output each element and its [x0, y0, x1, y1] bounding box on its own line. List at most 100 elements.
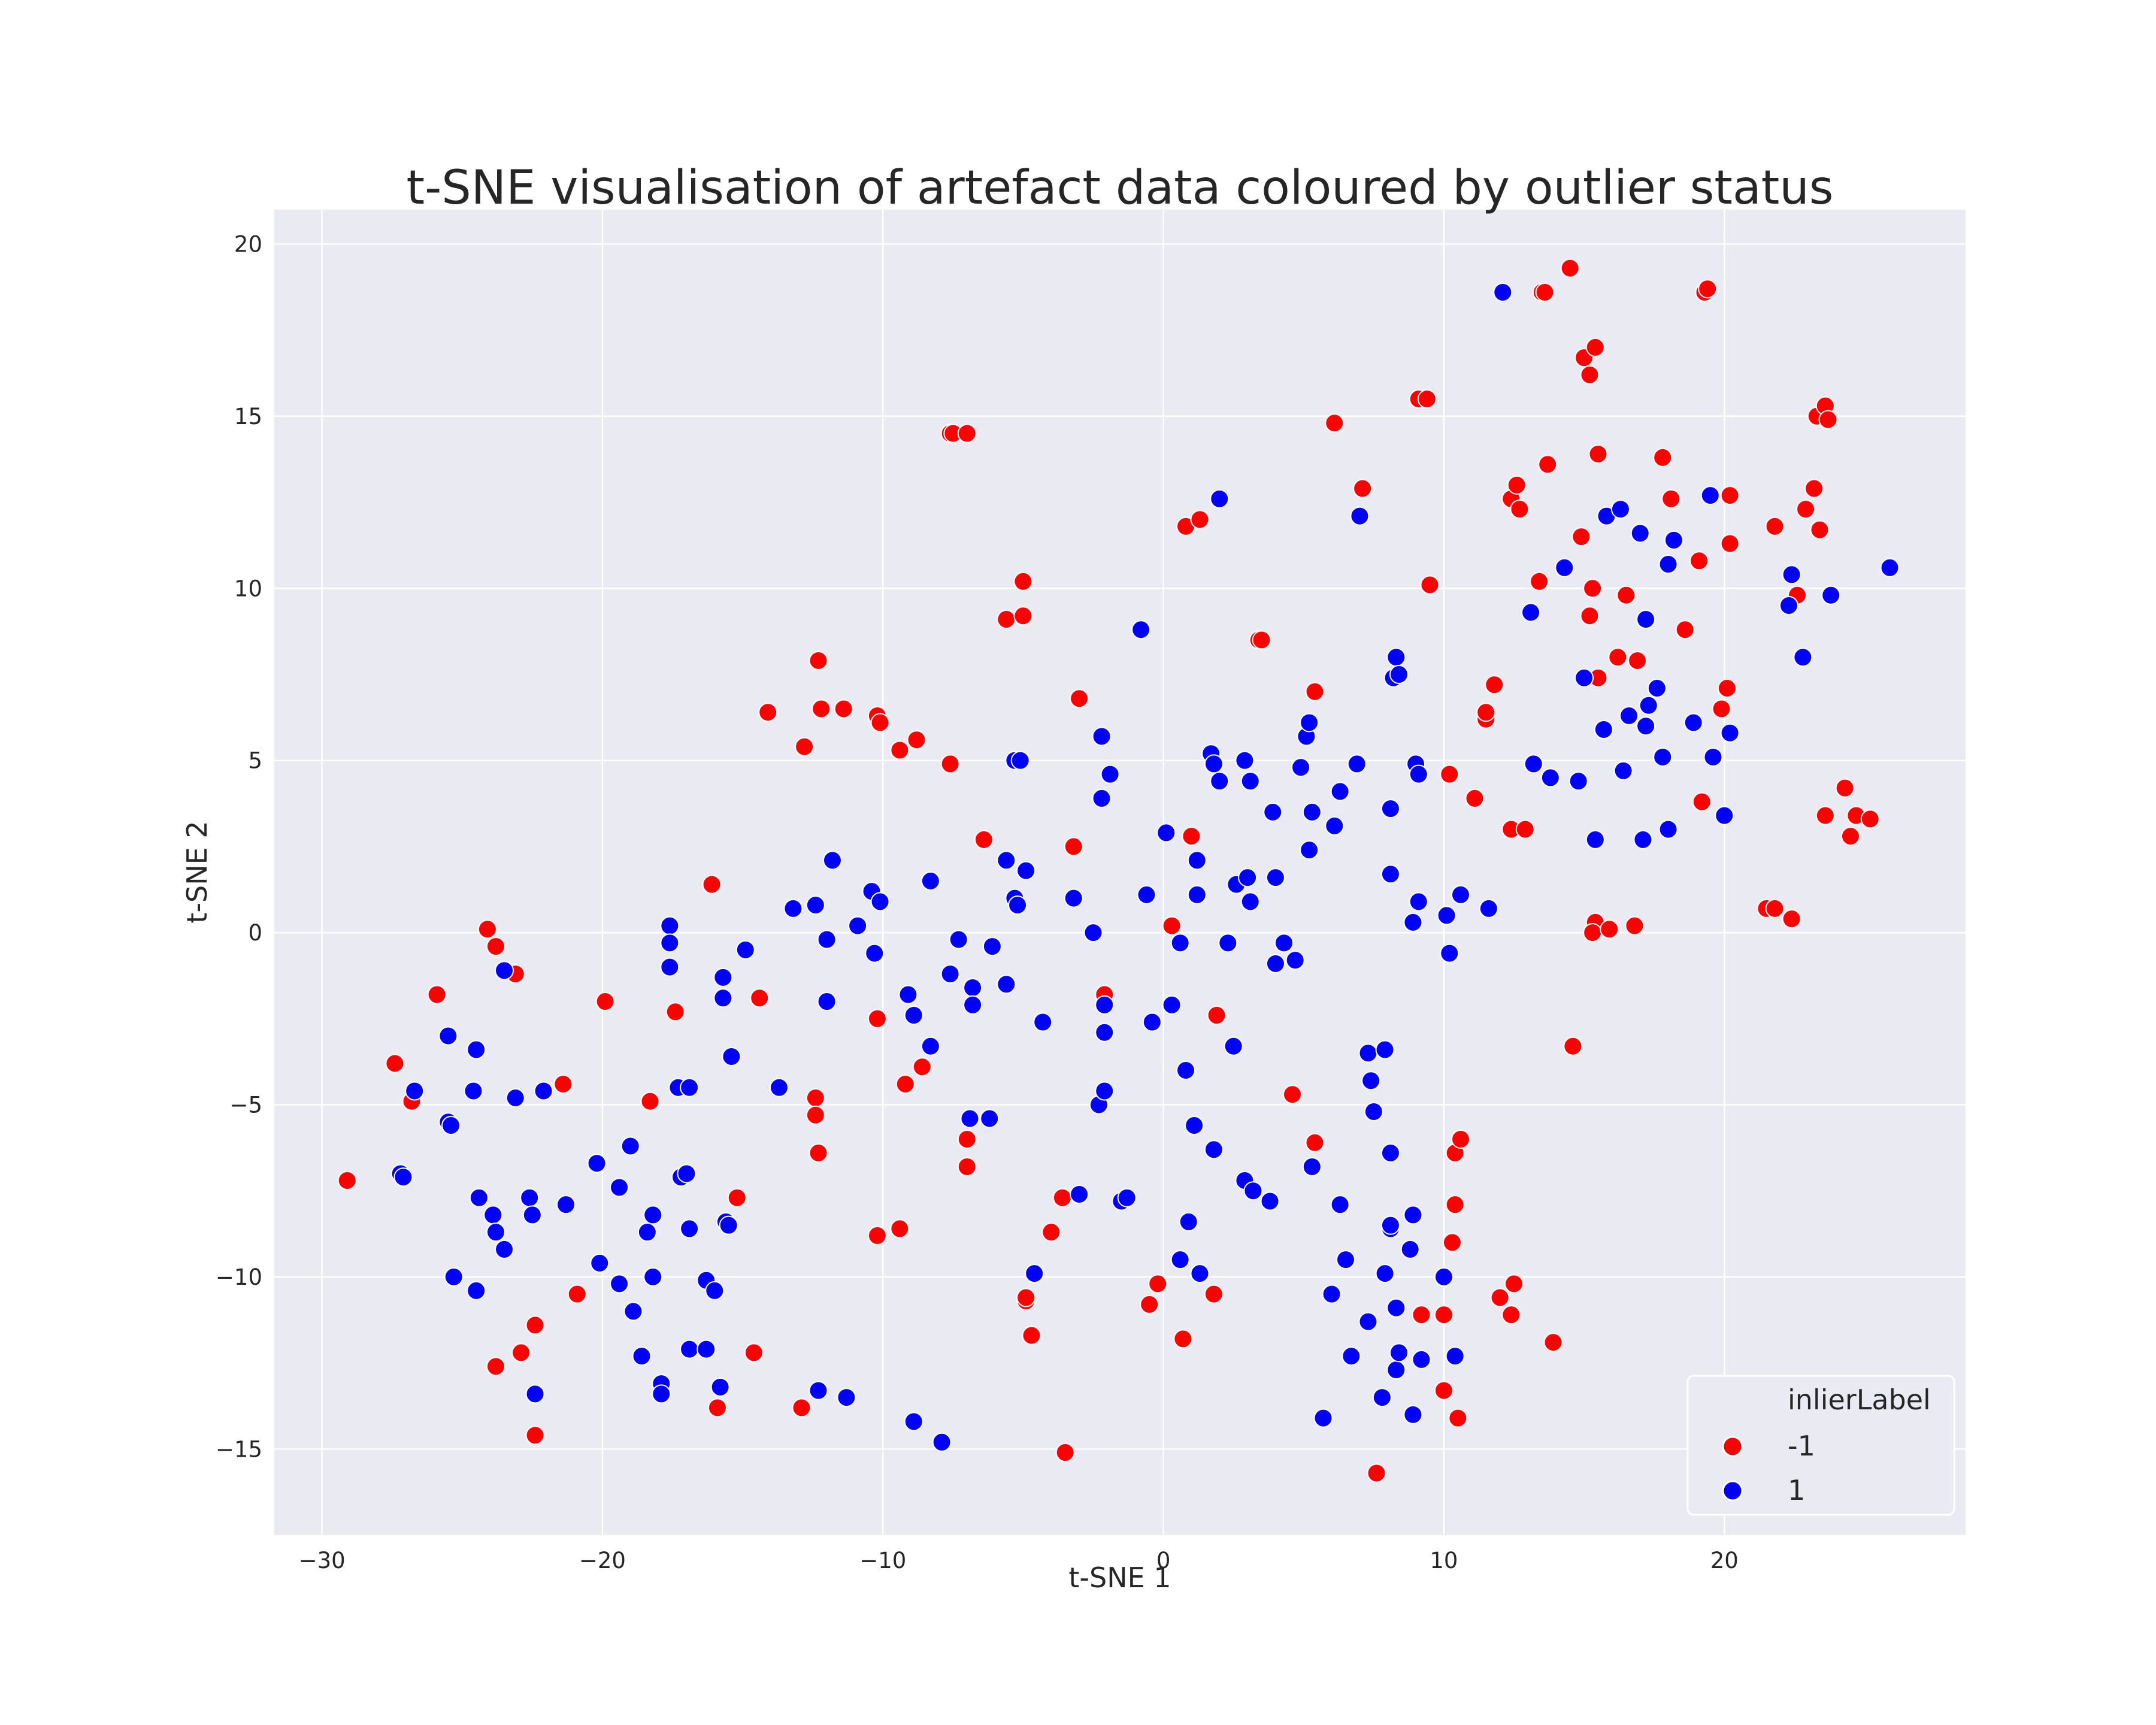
- point-outlier: [1543, 1333, 1563, 1352]
- point-outlier: [1417, 389, 1437, 409]
- point-outlier: [1608, 647, 1628, 667]
- point-outlier: [1412, 1305, 1431, 1325]
- point-outlier: [1434, 1381, 1454, 1400]
- point-inlier: [982, 937, 1002, 957]
- point-outlier: [811, 699, 831, 719]
- point-outlier: [806, 1088, 825, 1107]
- data-points: [337, 258, 1900, 1483]
- point-outlier: [1501, 1305, 1521, 1325]
- point-inlier: [1653, 747, 1673, 767]
- point-inlier: [1260, 1191, 1280, 1211]
- point-inlier: [1880, 558, 1900, 577]
- point-inlier: [1300, 840, 1319, 860]
- point-outlier: [385, 1054, 405, 1073]
- point-inlier: [1658, 555, 1678, 574]
- point-inlier: [1574, 668, 1594, 688]
- point-inlier: [697, 1339, 716, 1359]
- point-inlier: [1434, 1267, 1454, 1287]
- point-inlier: [848, 916, 868, 936]
- point-outlier: [758, 703, 778, 722]
- legend: inlierLabel -1 1: [1686, 1375, 1955, 1516]
- point-inlier: [1619, 706, 1639, 725]
- point-outlier: [1013, 606, 1033, 626]
- point-outlier: [337, 1170, 357, 1190]
- point-inlier: [1238, 868, 1258, 888]
- point-outlier: [1420, 575, 1440, 595]
- point-outlier: [867, 1225, 887, 1245]
- point-inlier: [1204, 754, 1224, 774]
- point-inlier: [997, 851, 1016, 870]
- point-inlier: [1412, 1349, 1431, 1369]
- point-inlier: [495, 961, 514, 980]
- point-outlier: [1692, 792, 1712, 812]
- point-outlier: [1588, 444, 1608, 464]
- point-inlier: [1409, 764, 1428, 784]
- point-inlier: [444, 1267, 464, 1287]
- point-inlier: [1265, 954, 1285, 973]
- point-inlier: [1187, 851, 1207, 870]
- point-inlier: [1137, 885, 1156, 904]
- point-inlier: [610, 1178, 629, 1197]
- point-inlier: [438, 1026, 458, 1046]
- point-outlier: [1653, 447, 1673, 467]
- y-tick-label: −15: [216, 1436, 262, 1462]
- point-inlier: [1358, 1043, 1378, 1063]
- point-inlier: [1639, 695, 1658, 715]
- point-inlier: [1380, 1143, 1400, 1163]
- point-inlier: [817, 992, 837, 1012]
- point-outlier: [870, 713, 890, 733]
- point-outlier: [1148, 1274, 1168, 1294]
- point-outlier: [1252, 630, 1271, 650]
- point-outlier: [1717, 678, 1737, 698]
- point-inlier: [920, 1036, 940, 1056]
- x-tick-label: 0: [1156, 1548, 1171, 1573]
- point-outlier: [1485, 675, 1504, 695]
- point-outlier: [1173, 1329, 1193, 1349]
- point-inlier: [865, 943, 885, 963]
- point-outlier: [1445, 1195, 1465, 1215]
- point-inlier: [1263, 802, 1283, 822]
- y-tick-labels: −15 −10 −5 0 5 10 15 20: [216, 231, 262, 1462]
- point-outlier: [1535, 282, 1555, 302]
- point-inlier: [1403, 1405, 1423, 1424]
- point-inlier: [1291, 758, 1311, 777]
- point-outlier: [834, 699, 853, 719]
- point-inlier: [1325, 816, 1345, 836]
- point-outlier: [486, 1357, 505, 1376]
- point-inlier: [1636, 716, 1656, 736]
- point-inlier: [677, 1164, 697, 1184]
- point-inlier: [1100, 764, 1120, 784]
- point-inlier: [1720, 723, 1740, 743]
- point-outlier: [1476, 703, 1496, 722]
- point-inlier: [1361, 1071, 1381, 1091]
- point-inlier: [932, 1432, 952, 1452]
- point-inlier: [1403, 912, 1423, 932]
- point-inlier: [1440, 943, 1459, 963]
- point-inlier: [620, 1136, 640, 1156]
- point-outlier: [1204, 1284, 1224, 1304]
- point-inlier: [680, 1339, 700, 1359]
- point-inlier: [735, 940, 755, 960]
- point-inlier: [520, 1188, 540, 1208]
- point-outlier: [1507, 475, 1527, 495]
- point-inlier: [1092, 727, 1112, 746]
- point-outlier: [1162, 916, 1182, 936]
- point-inlier: [1210, 489, 1230, 509]
- point-inlier: [1016, 861, 1036, 880]
- point-inlier: [1224, 1036, 1243, 1056]
- point-inlier: [904, 1412, 923, 1432]
- point-inlier: [1010, 750, 1030, 770]
- point-inlier: [1330, 1195, 1350, 1215]
- point-inlier: [1204, 1140, 1224, 1160]
- point-outlier: [525, 1315, 545, 1335]
- point-inlier: [1008, 895, 1028, 915]
- point-inlier: [643, 1267, 663, 1287]
- point-inlier: [1445, 1346, 1465, 1366]
- point-inlier: [949, 930, 968, 949]
- point-inlier: [637, 1222, 657, 1242]
- point-inlier: [1313, 1408, 1333, 1428]
- point-outlier: [895, 1075, 915, 1094]
- point-inlier: [405, 1081, 425, 1101]
- point-inlier: [1131, 620, 1151, 640]
- point-outlier: [907, 730, 926, 750]
